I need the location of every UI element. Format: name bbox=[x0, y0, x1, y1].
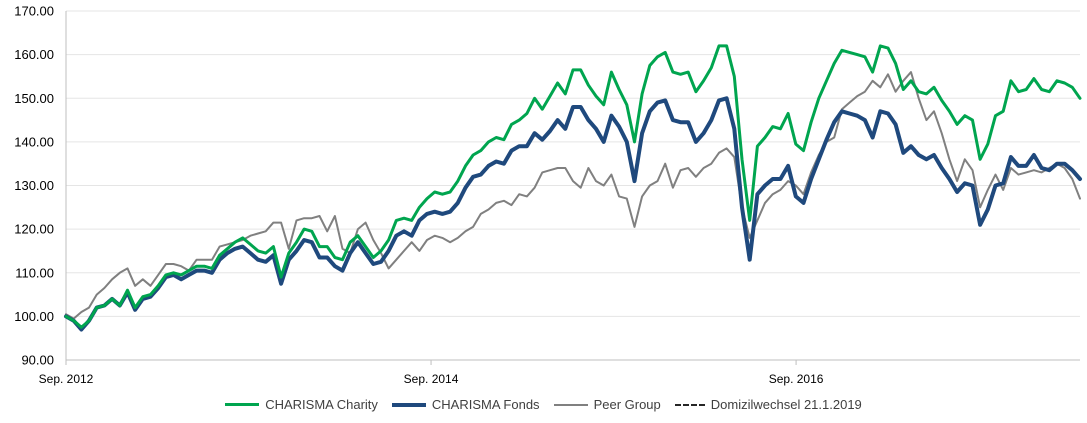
y-tick-label: 120.00 bbox=[14, 222, 54, 237]
y-tick-label: 110.00 bbox=[15, 265, 54, 280]
legend-item-domizilwechsel: Domizilwechsel 21.1.2019 bbox=[674, 397, 862, 412]
series-line-charisma-fonds bbox=[64, 96, 1082, 332]
y-axis-tick-labels: 90.00 100.00 110.00 120.00 130.00 140.00 150.0… bbox=[14, 4, 54, 368]
series-line-charisma-charity bbox=[64, 44, 1082, 329]
legend-item-peer-group: Peer Group bbox=[553, 397, 661, 412]
y-tick-label: 170.00 bbox=[14, 4, 54, 19]
legend-swatch-peer bbox=[553, 403, 588, 406]
series-lines bbox=[64, 44, 1082, 332]
legend-label-fonds: CHARISMA Fonds bbox=[431, 397, 540, 412]
legend-swatch-domizil bbox=[674, 403, 705, 406]
y-tick-label: 140.00 bbox=[14, 134, 54, 149]
y-tick-label: 90.00 bbox=[21, 353, 54, 368]
y-tick-label: 130.00 bbox=[14, 178, 54, 193]
legend-label-charity: CHARISMA Charity bbox=[265, 397, 378, 412]
legend-item-charisma-charity: CHARISMA Charity bbox=[225, 397, 378, 412]
legend-item-charisma-fonds: CHARISMA Fonds bbox=[391, 397, 540, 412]
legend-label-peer: Peer Group bbox=[593, 397, 661, 412]
y-tick-label: 160.00 bbox=[14, 47, 54, 62]
legend-swatch-fonds bbox=[391, 402, 426, 407]
x-tick-label: Sep. 2012 bbox=[39, 372, 94, 386]
x-tick-label: Sep. 2016 bbox=[769, 372, 824, 386]
grid-lines bbox=[65, 10, 1080, 361]
y-tick-label: 100.00 bbox=[14, 309, 54, 324]
y-tick-label: 150.00 bbox=[14, 91, 54, 106]
legend-swatch-charity bbox=[225, 403, 260, 406]
x-tick-label: Sep. 2014 bbox=[404, 372, 459, 386]
legend-label-domizil: Domizilwechsel 21.1.2019 bbox=[710, 397, 862, 412]
legend: CHARISMA Charity CHARISMA Fonds Peer Gro… bbox=[0, 397, 1087, 412]
